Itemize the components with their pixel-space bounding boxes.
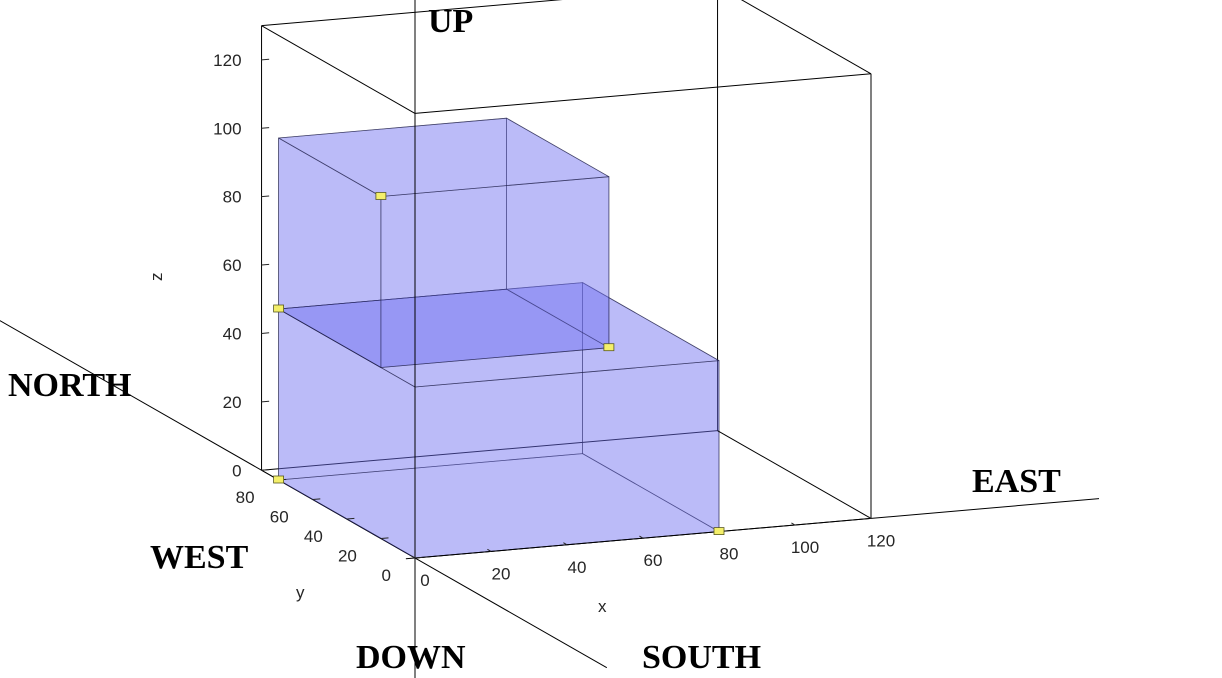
z-axis-label: z <box>147 273 166 282</box>
vertex-marker <box>713 527 725 535</box>
z-tick-mark <box>261 263 270 266</box>
z-tick-label: 60 <box>223 256 242 275</box>
y-tick-label: 40 <box>304 527 323 546</box>
z-tick-label: 40 <box>223 324 242 343</box>
y-tick-mark <box>380 537 389 539</box>
vertex-marker <box>603 343 615 352</box>
x-tick-mark <box>487 548 492 552</box>
direction-east: EAST <box>972 463 1061 500</box>
tick-marks: 0 20 40 60 80 100 120 0 20 40 60 80 0 20 40 60 80 100 120 <box>213 51 895 590</box>
x-tick-label: 40 <box>568 558 587 577</box>
z-tick-mark <box>261 58 270 61</box>
x-tick-label: 60 <box>644 551 663 570</box>
z-tick-mark <box>261 127 270 129</box>
box-edge-3 <box>740 0 872 75</box>
x-axis-label: x <box>598 597 607 616</box>
box-1-face-5 <box>278 117 610 197</box>
z-tick-label: 0 <box>232 461 241 480</box>
x-tick-mark <box>867 515 872 519</box>
box-0-face-4 <box>414 360 720 559</box>
z-tick-mark <box>261 469 270 471</box>
direction-up: UP <box>428 3 473 40</box>
y-tick-mark <box>346 517 355 520</box>
direction-north: NORTH <box>8 367 131 404</box>
z-tick-mark <box>261 400 270 403</box>
x-tick-mark <box>411 555 416 559</box>
z-tick-mark <box>261 332 270 334</box>
z-tick-mark <box>261 195 270 198</box>
y-tick-mark <box>414 556 423 559</box>
direction-down: DOWN <box>356 639 466 676</box>
y-tick-label: 80 <box>236 488 255 507</box>
data-boxes <box>278 117 720 559</box>
y-tick-mark <box>312 498 321 500</box>
z-tick-label: 100 <box>213 119 241 138</box>
y-tick-label: 20 <box>338 547 357 566</box>
vertex-marker <box>273 475 285 484</box>
x-tick-label: 0 <box>420 571 429 590</box>
y-axis-label: y <box>296 583 305 602</box>
front-edge-2 <box>717 430 872 519</box>
box-edge-4 <box>261 430 718 471</box>
z-tick-label: 120 <box>213 51 241 70</box>
x-tick-label: 120 <box>867 531 895 550</box>
x-tick-mark <box>563 542 568 546</box>
box-edge-2 <box>261 25 416 114</box>
z-tick-label: 20 <box>223 393 242 412</box>
y-tick-label: 60 <box>270 508 289 527</box>
vertex-marker <box>273 304 285 313</box>
x-tick-label: 20 <box>492 564 511 583</box>
x-tick-mark <box>639 535 644 539</box>
direction-south: SOUTH <box>642 639 761 676</box>
vertex-markers <box>273 192 725 535</box>
y-tick-label: 0 <box>382 566 391 585</box>
box-edge-0 <box>414 73 872 114</box>
x-tick-label: 80 <box>720 545 739 564</box>
box-edge-1 <box>261 0 563 27</box>
vertex-marker <box>375 192 387 200</box>
x-tick-label: 100 <box>791 538 819 557</box>
x-tick-mark <box>791 522 796 526</box>
direction-west: WEST <box>150 539 249 576</box>
z-tick-label: 80 <box>223 188 242 207</box>
